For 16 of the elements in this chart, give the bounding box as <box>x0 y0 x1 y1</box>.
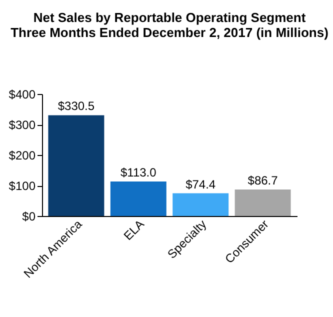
data-label: $330.5 <box>58 99 95 114</box>
data-label: $113.0 <box>120 166 157 180</box>
y-tick-label: $300 <box>8 118 36 132</box>
text: Net Sales by Reportable Operating Segment <box>33 10 306 25</box>
y-tick-label: $0 <box>22 210 36 224</box>
data-label: $86.7 <box>248 174 278 188</box>
y-tick-label: $200 <box>8 148 36 162</box>
data-label: $74.4 <box>186 177 216 192</box>
bar <box>48 115 104 216</box>
x-tick-label: ELA <box>120 217 147 244</box>
y-tick-label: $400 <box>8 88 36 102</box>
bar <box>110 182 166 216</box>
y-tick-label: $100 <box>8 179 36 193</box>
bar <box>172 193 229 216</box>
text: Three Months Ended December 2, 2017 (in Millions) <box>10 25 328 40</box>
bar <box>234 190 291 216</box>
